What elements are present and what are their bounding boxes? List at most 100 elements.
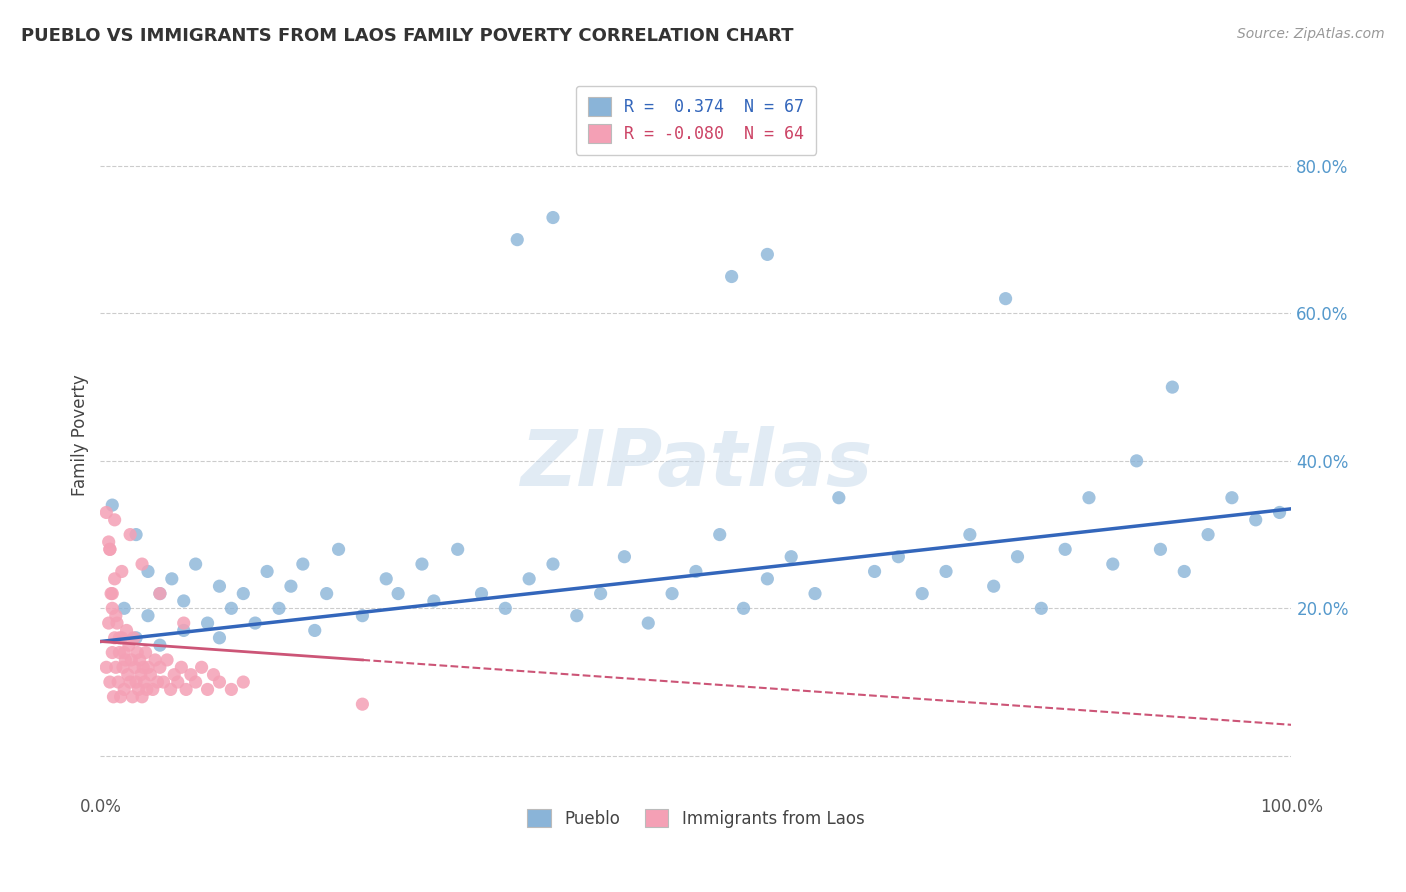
Point [221, 601, 243, 615]
Point [232, 675, 254, 690]
Point [111, 565, 134, 579]
Point [117, 667, 139, 681]
Point [143, 653, 166, 667]
Point [173, 616, 195, 631]
Text: ZIPatlas: ZIPatlas [520, 425, 872, 501]
Point [163, 667, 186, 681]
Point [709, 527, 731, 541]
Point [111, 660, 134, 674]
Point [159, 682, 181, 697]
Point [104, 631, 127, 645]
Point [135, 682, 157, 697]
Point [104, 608, 127, 623]
Point [120, 527, 142, 541]
Point [101, 498, 124, 512]
Point [756, 247, 779, 261]
Point [112, 646, 135, 660]
Point [142, 682, 165, 697]
Point [637, 616, 659, 631]
Point [107, 675, 129, 690]
Point [122, 631, 145, 645]
Point [124, 660, 146, 674]
Point [149, 660, 172, 674]
Point [98, 675, 121, 690]
Point [129, 667, 152, 681]
Text: PUEBLO VS IMMIGRANTS FROM LAOS FAMILY POVERTY CORRELATION CHART: PUEBLO VS IMMIGRANTS FROM LAOS FAMILY PO… [21, 27, 793, 45]
Point [565, 608, 588, 623]
Point [983, 579, 1005, 593]
Text: Source: ZipAtlas.com: Source: ZipAtlas.com [1237, 27, 1385, 41]
Point [291, 557, 314, 571]
Point [887, 549, 910, 564]
Point [589, 586, 612, 600]
Point [98, 542, 121, 557]
Point [173, 624, 195, 638]
Point [125, 527, 148, 541]
Point [127, 682, 149, 697]
Point [232, 586, 254, 600]
Point [98, 542, 121, 557]
Point [104, 513, 127, 527]
Point [101, 646, 124, 660]
Point [387, 586, 409, 600]
Point [352, 697, 374, 711]
Point [136, 660, 159, 674]
Point [411, 557, 433, 571]
Point [733, 601, 755, 615]
Point [1244, 513, 1267, 527]
Point [96, 660, 118, 674]
Point [160, 572, 183, 586]
Point [1078, 491, 1101, 505]
Point [170, 660, 193, 674]
Point [221, 682, 243, 697]
Point [267, 601, 290, 615]
Point [1007, 549, 1029, 564]
Point [756, 572, 779, 586]
Point [423, 594, 446, 608]
Point [1220, 491, 1243, 505]
Point [112, 682, 135, 697]
Point [1161, 380, 1184, 394]
Point [911, 586, 934, 600]
Point [447, 542, 470, 557]
Point [780, 549, 803, 564]
Point [202, 667, 225, 681]
Point [108, 631, 131, 645]
Point [136, 565, 159, 579]
Point [96, 506, 118, 520]
Point [166, 675, 188, 690]
Point [135, 646, 157, 660]
Point [112, 601, 135, 615]
Point [149, 586, 172, 600]
Point [685, 565, 707, 579]
Point [156, 653, 179, 667]
Point [1197, 527, 1219, 541]
Point [1125, 454, 1147, 468]
Legend: Pueblo, Immigrants from Laos: Pueblo, Immigrants from Laos [520, 803, 872, 834]
Point [184, 675, 207, 690]
Point [108, 646, 131, 660]
Point [994, 292, 1017, 306]
Point [304, 624, 326, 638]
Point [804, 586, 827, 600]
Point [149, 638, 172, 652]
Point [111, 631, 134, 645]
Point [127, 646, 149, 660]
Point [134, 675, 156, 690]
Point [1101, 557, 1123, 571]
Point [149, 586, 172, 600]
Point [1149, 542, 1171, 557]
Point [494, 601, 516, 615]
Point [1173, 565, 1195, 579]
Point [541, 557, 564, 571]
Point [470, 586, 492, 600]
Point [114, 653, 136, 667]
Point [104, 572, 127, 586]
Point [208, 631, 231, 645]
Point [131, 690, 153, 704]
Point [110, 690, 132, 704]
Point [256, 565, 278, 579]
Point [541, 211, 564, 225]
Point [139, 667, 162, 681]
Point [375, 572, 398, 586]
